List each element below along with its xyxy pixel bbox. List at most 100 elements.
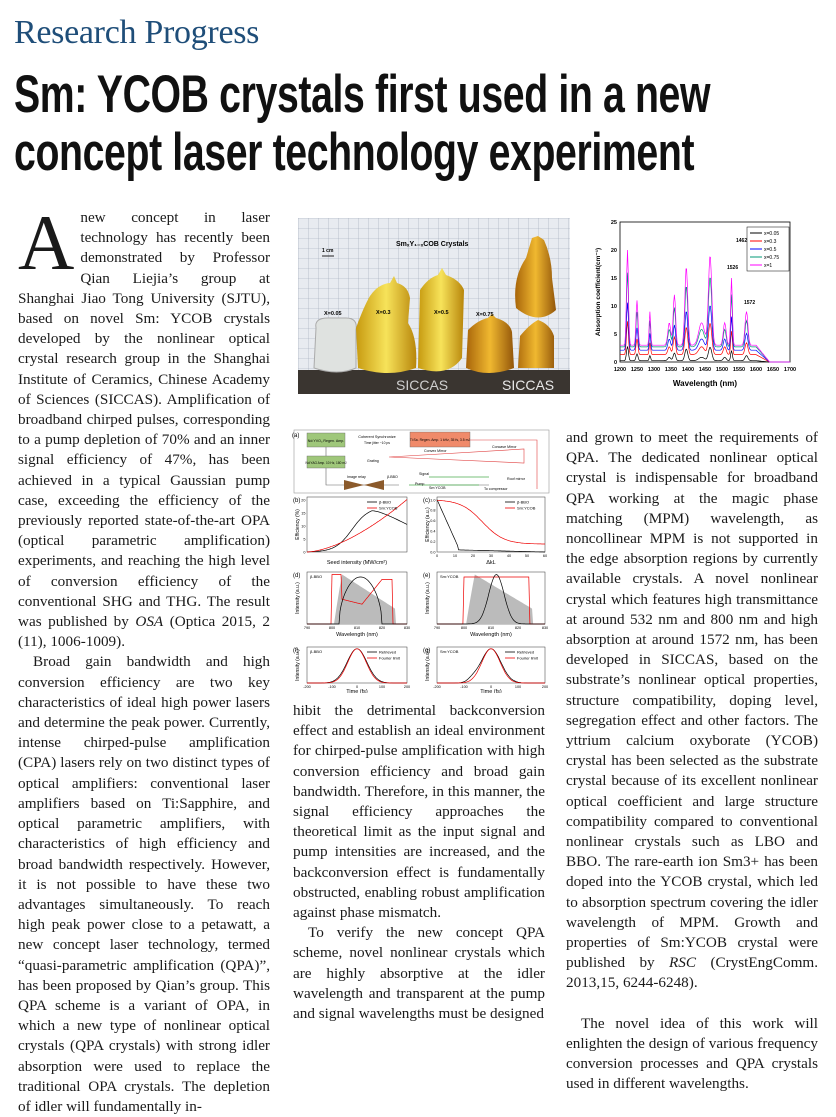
- x-tick-label: 1350: [665, 367, 677, 373]
- headline-line-2: concept laser technology experiment: [14, 123, 695, 182]
- seed-spectrum: [307, 574, 407, 624]
- panel-c-xlabel: ΔkL: [486, 560, 495, 566]
- label-x075: X=0.75: [476, 312, 494, 318]
- legend-label: Retrieved: [379, 650, 396, 655]
- y-tick-label: 15: [611, 276, 617, 282]
- x-axis-label: Wavelength (nm): [673, 379, 737, 388]
- panel-c-label: (c): [423, 498, 430, 504]
- paragraph-1: new concept in laser technology has rece…: [18, 209, 270, 631]
- x-tick-label: 200: [404, 685, 410, 689]
- x-tick-label: 800: [461, 626, 467, 630]
- y-tick-label: 15: [301, 511, 305, 515]
- annotation-1526: 1526: [727, 265, 738, 271]
- convex-mirror-label: Convex Mirror: [424, 449, 447, 453]
- jitter-label: Time jitter ~10 ps: [364, 441, 390, 445]
- y-tick-label: 20: [611, 248, 617, 254]
- sync-label: Coherent Synchronize: [358, 435, 396, 439]
- label-x03: X=0.3: [376, 310, 391, 316]
- series-line: [307, 576, 407, 625]
- legend-label: β-BBO: [379, 500, 391, 505]
- legend-label: β-BBO: [517, 500, 529, 505]
- nd-yag-label: Nd:YAG Amp. 10 Hz, 180 mJ: [305, 461, 346, 465]
- seed-spectrum: [437, 574, 545, 624]
- crystal-x05: [418, 268, 464, 372]
- series-line: [620, 346, 790, 363]
- series-line: [307, 510, 408, 553]
- panel-f-frame: [306, 646, 408, 684]
- panel-g-label: (g): [423, 648, 430, 654]
- qpa-experiment-figure: (a) Nd:YVO₄ Regen. Amp. Nd:YAG Amp. 10 H…: [292, 429, 550, 693]
- x-tick-label: 40: [507, 554, 511, 558]
- x-tick-label: 820: [515, 626, 521, 630]
- y-tick-label: 0.2: [430, 540, 435, 544]
- article-column-3: and grown to meet the requirements of QP…: [566, 428, 818, 1095]
- x-tick-label: 0: [356, 685, 358, 689]
- paragraph-2: Broad gain bandwidth and high conversion…: [18, 653, 270, 1115]
- annotation-1572: 1572: [744, 300, 755, 306]
- crystal-photo: SmₓY₁₋ₓCOB Crystals 1 cm X=0.05 X=0.3 X=…: [298, 218, 570, 394]
- panel-e-label: (e): [423, 573, 430, 579]
- series-line: [620, 302, 790, 363]
- x-tick-label: 1500: [716, 367, 728, 373]
- x-tick-label: 1450: [699, 367, 711, 373]
- scale-label: 1 cm: [322, 248, 334, 254]
- x-tick-label: 1650: [767, 367, 779, 373]
- crystal-x03: [356, 276, 417, 373]
- legend-label: x=1: [764, 263, 772, 269]
- x-tick-label: 50: [525, 554, 529, 558]
- panel-b-frame: [306, 496, 408, 553]
- series-line: [437, 574, 545, 625]
- x-tick-label: 0: [436, 554, 438, 558]
- x-tick-label: -100: [328, 685, 336, 689]
- panel-c-ylabel: Efficiency (a.u.): [425, 507, 431, 542]
- panel-e-crystal: Sm:YCOB: [440, 574, 459, 579]
- y-tick-label: 20: [301, 498, 305, 502]
- series-line: [437, 648, 545, 684]
- x-tick-label: 20: [471, 554, 475, 558]
- panel-d-ylabel: Intensity (a.u.): [295, 582, 301, 614]
- paragraph-2-continued: hibit the detrimental backconversion eff…: [293, 702, 545, 922]
- legend-label: Fourier limit: [379, 656, 401, 661]
- y-tick-label: 0.8: [430, 509, 435, 513]
- x-tick-label: 1200: [614, 367, 626, 373]
- y-tick-label: 5: [303, 537, 305, 541]
- x-tick-label: 10: [453, 554, 457, 558]
- panel-c-frame: [436, 496, 546, 553]
- ti-sa-box: [409, 431, 471, 448]
- roof-mirror-label: Roof mirror: [507, 477, 526, 481]
- x-tick-label: 1550: [733, 367, 745, 373]
- section-label: Research Progress: [14, 14, 260, 51]
- y-tick-label: 0.4: [430, 530, 435, 534]
- panel-a-label: (a): [292, 433, 299, 439]
- annotation-1462: 1462: [736, 238, 747, 244]
- y-tick-label: 0: [303, 551, 305, 555]
- series-line: [620, 272, 790, 363]
- headline-line-1: Sm: YCOB crystals first used in a new: [14, 65, 711, 124]
- bbo-label: β-BBO: [387, 475, 398, 479]
- panel-b-xlabel: Seed intensity (MW/cm²): [327, 560, 387, 566]
- legend-label: x=0.3: [764, 239, 777, 245]
- sm-ycob-label: Sm:YCOB: [429, 486, 446, 490]
- x-tick-label: 30: [489, 554, 493, 558]
- photo-title: SmₓY₁₋ₓCOB Crystals: [396, 241, 469, 248]
- panel-e-xlabel: Wavelength (nm): [470, 632, 512, 638]
- legend-label: Sm:YCOB: [379, 506, 398, 511]
- legend-label: x=0.75: [764, 255, 779, 261]
- signal-label: Signal: [419, 472, 429, 476]
- nd-yvo4-label: Nd:YVO₄ Regen. Amp.: [308, 439, 344, 443]
- drop-cap: A: [18, 199, 75, 286]
- panel-g-crystal: Sm:YCOB: [440, 649, 459, 654]
- panel-e-ylabel: Intensity (a.u.): [425, 582, 431, 614]
- label-x05: X=0.5: [434, 310, 449, 316]
- x-tick-label: -100: [460, 685, 468, 689]
- panel-g-frame: [436, 646, 546, 684]
- paragraph-4: The novel idea of this work will enlight…: [566, 1014, 818, 1093]
- panel-d-crystal: β-BBO: [310, 574, 322, 579]
- x-tick-label: -200: [303, 685, 311, 689]
- panel-f-ylabel: Intensity (a.u.): [295, 649, 301, 681]
- journal-rsc: RSC: [669, 954, 697, 972]
- x-tick-label: 1250: [631, 367, 643, 373]
- grating-label: Grating: [367, 459, 379, 463]
- paragraph-3: To verify the new concept QPA scheme, no…: [293, 924, 545, 1023]
